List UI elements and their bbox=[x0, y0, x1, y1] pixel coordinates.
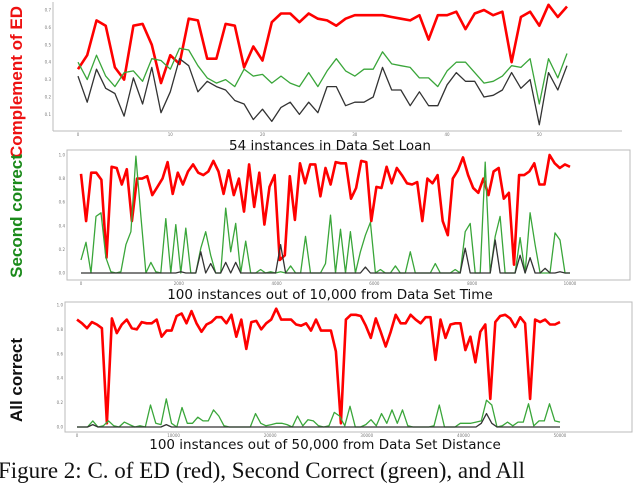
x-tick-label: 20000 bbox=[264, 433, 277, 438]
x-tick-label: 50 bbox=[537, 132, 543, 137]
series-line-black bbox=[77, 412, 560, 428]
x-tick-label: 4000 bbox=[272, 281, 283, 286]
x-tick-label: 10000 bbox=[564, 281, 577, 286]
series-line-green bbox=[77, 47, 568, 105]
x-tick-label: 2000 bbox=[174, 281, 185, 286]
y-tick-label: 0.8 bbox=[57, 327, 64, 332]
x-axis-label-loan: 54 instances in Data Set Loan bbox=[229, 138, 431, 154]
y-tick-label: 0.0 bbox=[59, 271, 66, 276]
figure-caption: Figure 2: C. of ED (red), Second Correct… bbox=[0, 458, 525, 483]
y-tick-label: 0.4 bbox=[45, 60, 52, 65]
y-tick-label: 0.6 bbox=[45, 25, 52, 30]
series-line-red bbox=[76, 3, 568, 85]
y-tick-label: 0.4 bbox=[59, 223, 66, 228]
y-tick-label: 0.5 bbox=[45, 42, 52, 47]
series-line-green bbox=[80, 155, 570, 274]
row-label-all-correct: All correct bbox=[7, 338, 26, 422]
x-tick-label: 6000 bbox=[369, 281, 380, 286]
row-label-complement-of-ed: Complement of ED bbox=[7, 6, 26, 158]
chart-panel-loan: 0.1 0.2 0.3 0.4 0.5 0.6 0.7 0 10 20 30 40 50 bbox=[45, 2, 622, 137]
plot-frame bbox=[64, 301, 633, 433]
chart-panel-time: 0.0 0.2 0.4 0.6 0.8 1.0 0 2000 4000 6000 8000 10000 bbox=[59, 149, 631, 286]
x-tick-label: 10 bbox=[168, 132, 174, 137]
y-tick-label: 0.4 bbox=[57, 376, 64, 381]
x-tick-label: 20 bbox=[260, 132, 266, 137]
series-line-red bbox=[79, 153, 571, 267]
y-tick-label: 1.0 bbox=[59, 153, 66, 158]
y-tick-label: 0.2 bbox=[59, 247, 66, 252]
x-tick-label: 40 bbox=[445, 132, 451, 137]
y-tick-label: 0.2 bbox=[57, 400, 64, 405]
series-line-black bbox=[77, 58, 568, 126]
y-tick-label: 0.3 bbox=[45, 77, 52, 82]
row-label-second-correct: Second correct bbox=[7, 154, 26, 278]
x-axis-label-distance: 100 instances out of 50,000 from Data Se… bbox=[149, 437, 501, 453]
x-axis-label-time: 100 instances out of 10,000 from Data Se… bbox=[167, 287, 493, 303]
x-tick-label: 0 bbox=[80, 281, 83, 286]
x-tick-label: 40000 bbox=[457, 433, 470, 438]
y-tick-label: 0.2 bbox=[45, 95, 52, 100]
series-line-black bbox=[81, 239, 570, 274]
chart-panel-distance: 0.0 0.2 0.4 0.6 0.8 1.0 0 10000 20000 30000 40000 5… bbox=[57, 301, 633, 438]
y-tick-label: 0.7 bbox=[45, 8, 52, 13]
x-tick-label: 0 bbox=[77, 132, 80, 137]
x-tick-label: 30 bbox=[352, 132, 358, 137]
y-tick-label: 1.0 bbox=[57, 303, 64, 308]
y-tick-label: 0.1 bbox=[45, 112, 52, 117]
y-tick-label: 0.6 bbox=[57, 351, 64, 356]
x-tick-label: 10000 bbox=[167, 433, 180, 438]
y-tick-label: 0.8 bbox=[59, 176, 66, 181]
x-tick-label: 8000 bbox=[467, 281, 478, 286]
plot-frame bbox=[66, 149, 631, 281]
series-line-green bbox=[77, 398, 561, 428]
series-line-red bbox=[76, 307, 561, 425]
x-tick-label: 50000 bbox=[554, 433, 567, 438]
y-tick-label: 0.6 bbox=[59, 200, 66, 205]
x-tick-label: 0 bbox=[76, 433, 79, 438]
y-tick-label: 0.0 bbox=[57, 425, 64, 430]
x-tick-label: 30000 bbox=[360, 433, 373, 438]
